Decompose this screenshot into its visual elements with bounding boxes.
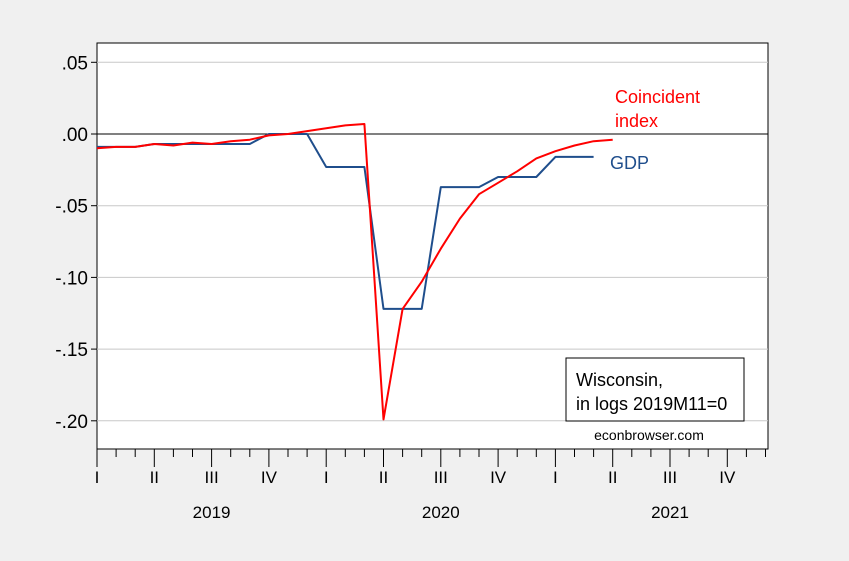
coincident-index-label: Coincident [615, 87, 700, 107]
x-quarter-label: II [150, 468, 159, 487]
x-quarter-label: I [553, 468, 558, 487]
series-lines [96, 123, 613, 421]
x-quarter-label: III [663, 468, 677, 487]
gdp-label: GDP [610, 153, 649, 173]
coincident-index-label: index [615, 111, 658, 131]
annotation-line-2: in logs 2019M11=0 [576, 394, 727, 414]
x-quarter-label: III [205, 468, 219, 487]
x-year-label: 2019 [193, 503, 231, 522]
x-year-label: 2020 [422, 503, 460, 522]
y-tick-label: -.15 [55, 340, 88, 361]
annotation-frame [565, 357, 745, 422]
y-tick-label: -.05 [55, 197, 88, 218]
x-quarter-label: II [608, 468, 617, 487]
y-axis: .05 .00 -.05 -.10 -.15 -.20 [55, 53, 97, 433]
x-quarter-label: IV [490, 468, 507, 487]
y-tick-label: -.10 [55, 268, 88, 289]
y-tick-label: -.20 [55, 412, 88, 433]
x-quarter-label: II [379, 468, 388, 487]
y-tick-label: .00 [62, 125, 88, 146]
source-text: econbrowser.com [594, 427, 704, 443]
x-year-label: 2021 [651, 503, 689, 522]
x-quarter-label: I [324, 468, 329, 487]
y-tick-label: .05 [62, 53, 88, 74]
x-quarter-label: I [95, 468, 100, 487]
series-labels: Coincident index GDP [610, 87, 700, 173]
annotation-box: Wisconsin, in logs 2019M11=0 [565, 357, 745, 422]
x-quarter-label: IV [719, 468, 736, 487]
x-quarter-label: IV [261, 468, 278, 487]
annotation-line-1: Wisconsin, [576, 370, 663, 390]
coincident-index-line [96, 123, 613, 421]
x-quarter-label: III [434, 468, 448, 487]
